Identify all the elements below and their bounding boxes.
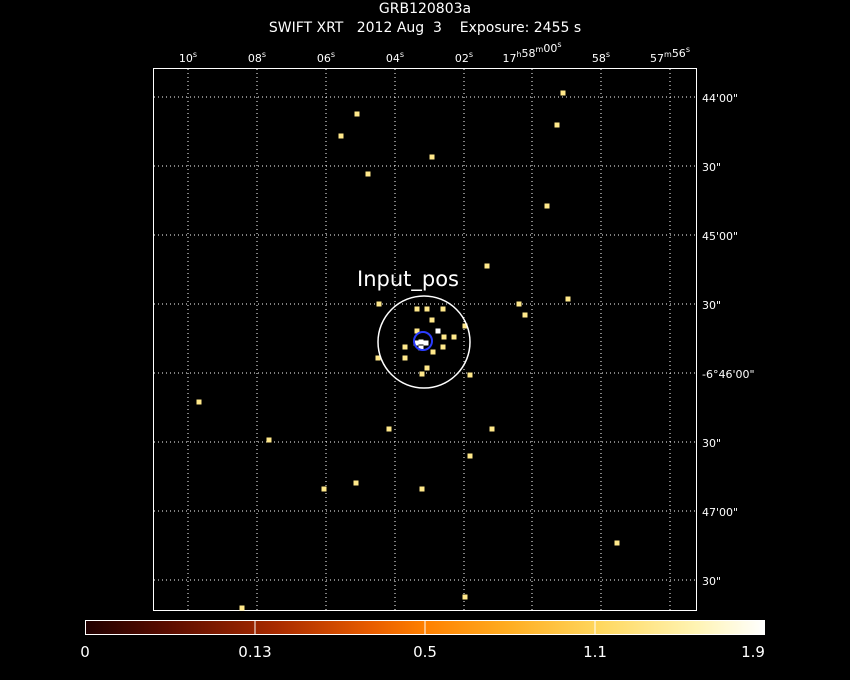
dec-tick-label: 47'00" [702, 506, 738, 519]
photon-pixel [338, 133, 344, 139]
photon-pixel [402, 344, 408, 350]
photon-pixel-bright [423, 340, 429, 346]
photon-pixel [462, 594, 468, 600]
photon-pixel [440, 306, 446, 312]
colorbar-label: 0 [80, 643, 90, 661]
photon-pixel [386, 426, 392, 432]
photon-pixel [554, 122, 560, 128]
ra-axis-labels: 10s 08s 06s 04s 02s 17h58m00s 58s 57m56s [179, 40, 690, 65]
photon-pixel [430, 349, 436, 355]
photon-events [196, 90, 620, 611]
image-frame [153, 68, 697, 611]
photon-pixel [354, 111, 360, 117]
photon-pixel [375, 355, 381, 361]
photon-pixel [414, 306, 420, 312]
photon-pixel [321, 486, 327, 492]
ra-tick-label: 06s [317, 50, 335, 65]
photon-pixel [266, 437, 272, 443]
photon-pixel [424, 306, 430, 312]
photon-pixel [522, 312, 528, 318]
photon-pixel [560, 90, 566, 96]
photon-pixel [544, 203, 550, 209]
dec-tick-label: 30" [702, 299, 721, 312]
dec-tick-label: -6°46'00" [702, 368, 755, 381]
photon-pixel-bright [413, 340, 419, 346]
photon-pixel [402, 355, 408, 361]
photon-pixel-bright [435, 328, 441, 334]
ra-tick-label: 58s [592, 50, 610, 65]
photon-pixel [516, 301, 522, 307]
photon-pixel [196, 399, 202, 405]
ra-tick-label: 04s [386, 50, 404, 65]
photon-pixel [451, 334, 457, 340]
photon-pixel [614, 540, 620, 546]
source-region-circle [413, 331, 433, 351]
instrument-label: SWIFT XRT [268, 20, 344, 36]
photon-pixel [441, 334, 447, 340]
photon-pixel [424, 365, 430, 371]
ra-tick-label: 08s [248, 50, 266, 65]
photon-pixel [467, 453, 473, 459]
photon-pixel [462, 323, 468, 329]
ra-tick-label: 57m56s [650, 45, 690, 65]
dec-axis-labels: 44'00" 30" 45'00" 30" -6°46'00" 30" 47'0… [702, 92, 755, 588]
photon-pixel-bright [418, 339, 424, 345]
photon-pixel [239, 605, 245, 611]
dec-tick-label: 44'00" [702, 92, 738, 105]
photon-pixel [414, 328, 420, 334]
observation-info: SWIFT XRT 2012 Aug 3 Exposure: 2455 s [0, 20, 850, 36]
ra-tick-label: 17h58m00s [502, 40, 561, 65]
dec-tick-label: 30" [702, 575, 721, 588]
photon-pixel [429, 154, 435, 160]
photon-pixel [429, 317, 435, 323]
photon-pixel [484, 263, 490, 269]
dec-tick-label: 30" [702, 161, 721, 174]
ra-tick-label: 10s [179, 50, 197, 65]
photon-pixel [489, 426, 495, 432]
input-position-circle [377, 295, 471, 389]
photon-pixel [376, 301, 382, 307]
photon-pixel [419, 486, 425, 492]
image-title: GRB120803a [378, 1, 472, 17]
ra-tick-label: 02s [455, 50, 473, 65]
dec-tick-label: 45'00" [702, 230, 738, 243]
photon-pixel [419, 371, 425, 377]
colorbar-label: 1.1 [583, 643, 607, 661]
dec-tick-label: 30" [702, 437, 721, 450]
input-position-label: Input_pos [357, 267, 459, 292]
colorbar-label: 0.13 [238, 643, 271, 661]
photon-pixel [565, 296, 571, 302]
colorbar-label: 1.9 [741, 643, 765, 661]
photon-pixel-bright [418, 345, 424, 351]
exposure-label: Exposure: 2455 s [459, 20, 582, 36]
coordinate-grid [154, 69, 696, 610]
photon-pixel [467, 372, 473, 378]
photon-pixel [440, 344, 446, 350]
photon-pixel [353, 480, 359, 486]
photon-pixel [365, 171, 371, 177]
observation-date: 2012 Aug 3 [356, 20, 442, 36]
colorbar-label: 0.5 [413, 643, 437, 661]
